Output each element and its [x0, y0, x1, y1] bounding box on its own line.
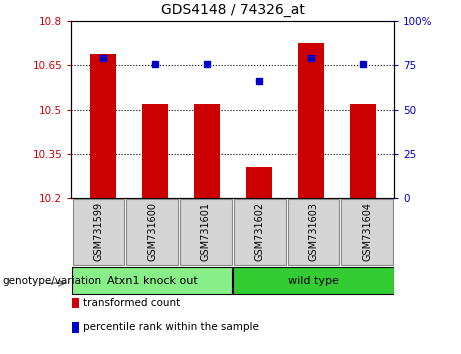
Bar: [194, 104, 220, 198]
Text: genotype/variation: genotype/variation: [2, 275, 101, 286]
Bar: [72, 322, 79, 332]
Bar: [126, 199, 178, 265]
Text: GSM731604: GSM731604: [362, 202, 372, 261]
Bar: [90, 54, 116, 198]
Text: wild type: wild type: [288, 275, 339, 286]
Text: Atxn1 knock out: Atxn1 knock out: [107, 275, 197, 286]
Bar: [234, 199, 285, 265]
Bar: [142, 104, 168, 198]
Title: GDS4148 / 74326_at: GDS4148 / 74326_at: [161, 4, 305, 17]
Bar: [233, 267, 394, 294]
Bar: [72, 199, 124, 265]
Bar: [350, 104, 376, 198]
Text: GSM731603: GSM731603: [308, 202, 319, 261]
Text: GSM731602: GSM731602: [254, 202, 265, 262]
Bar: [298, 44, 324, 198]
Text: transformed count: transformed count: [83, 298, 180, 308]
Bar: [72, 298, 79, 308]
Text: GSM731600: GSM731600: [147, 202, 157, 261]
Bar: [72, 267, 232, 294]
Text: percentile rank within the sample: percentile rank within the sample: [83, 322, 259, 332]
Bar: [342, 199, 393, 265]
Text: GSM731601: GSM731601: [201, 202, 211, 261]
Bar: [180, 199, 232, 265]
Bar: [288, 199, 339, 265]
Text: GSM731599: GSM731599: [93, 202, 103, 262]
Bar: [246, 167, 272, 198]
